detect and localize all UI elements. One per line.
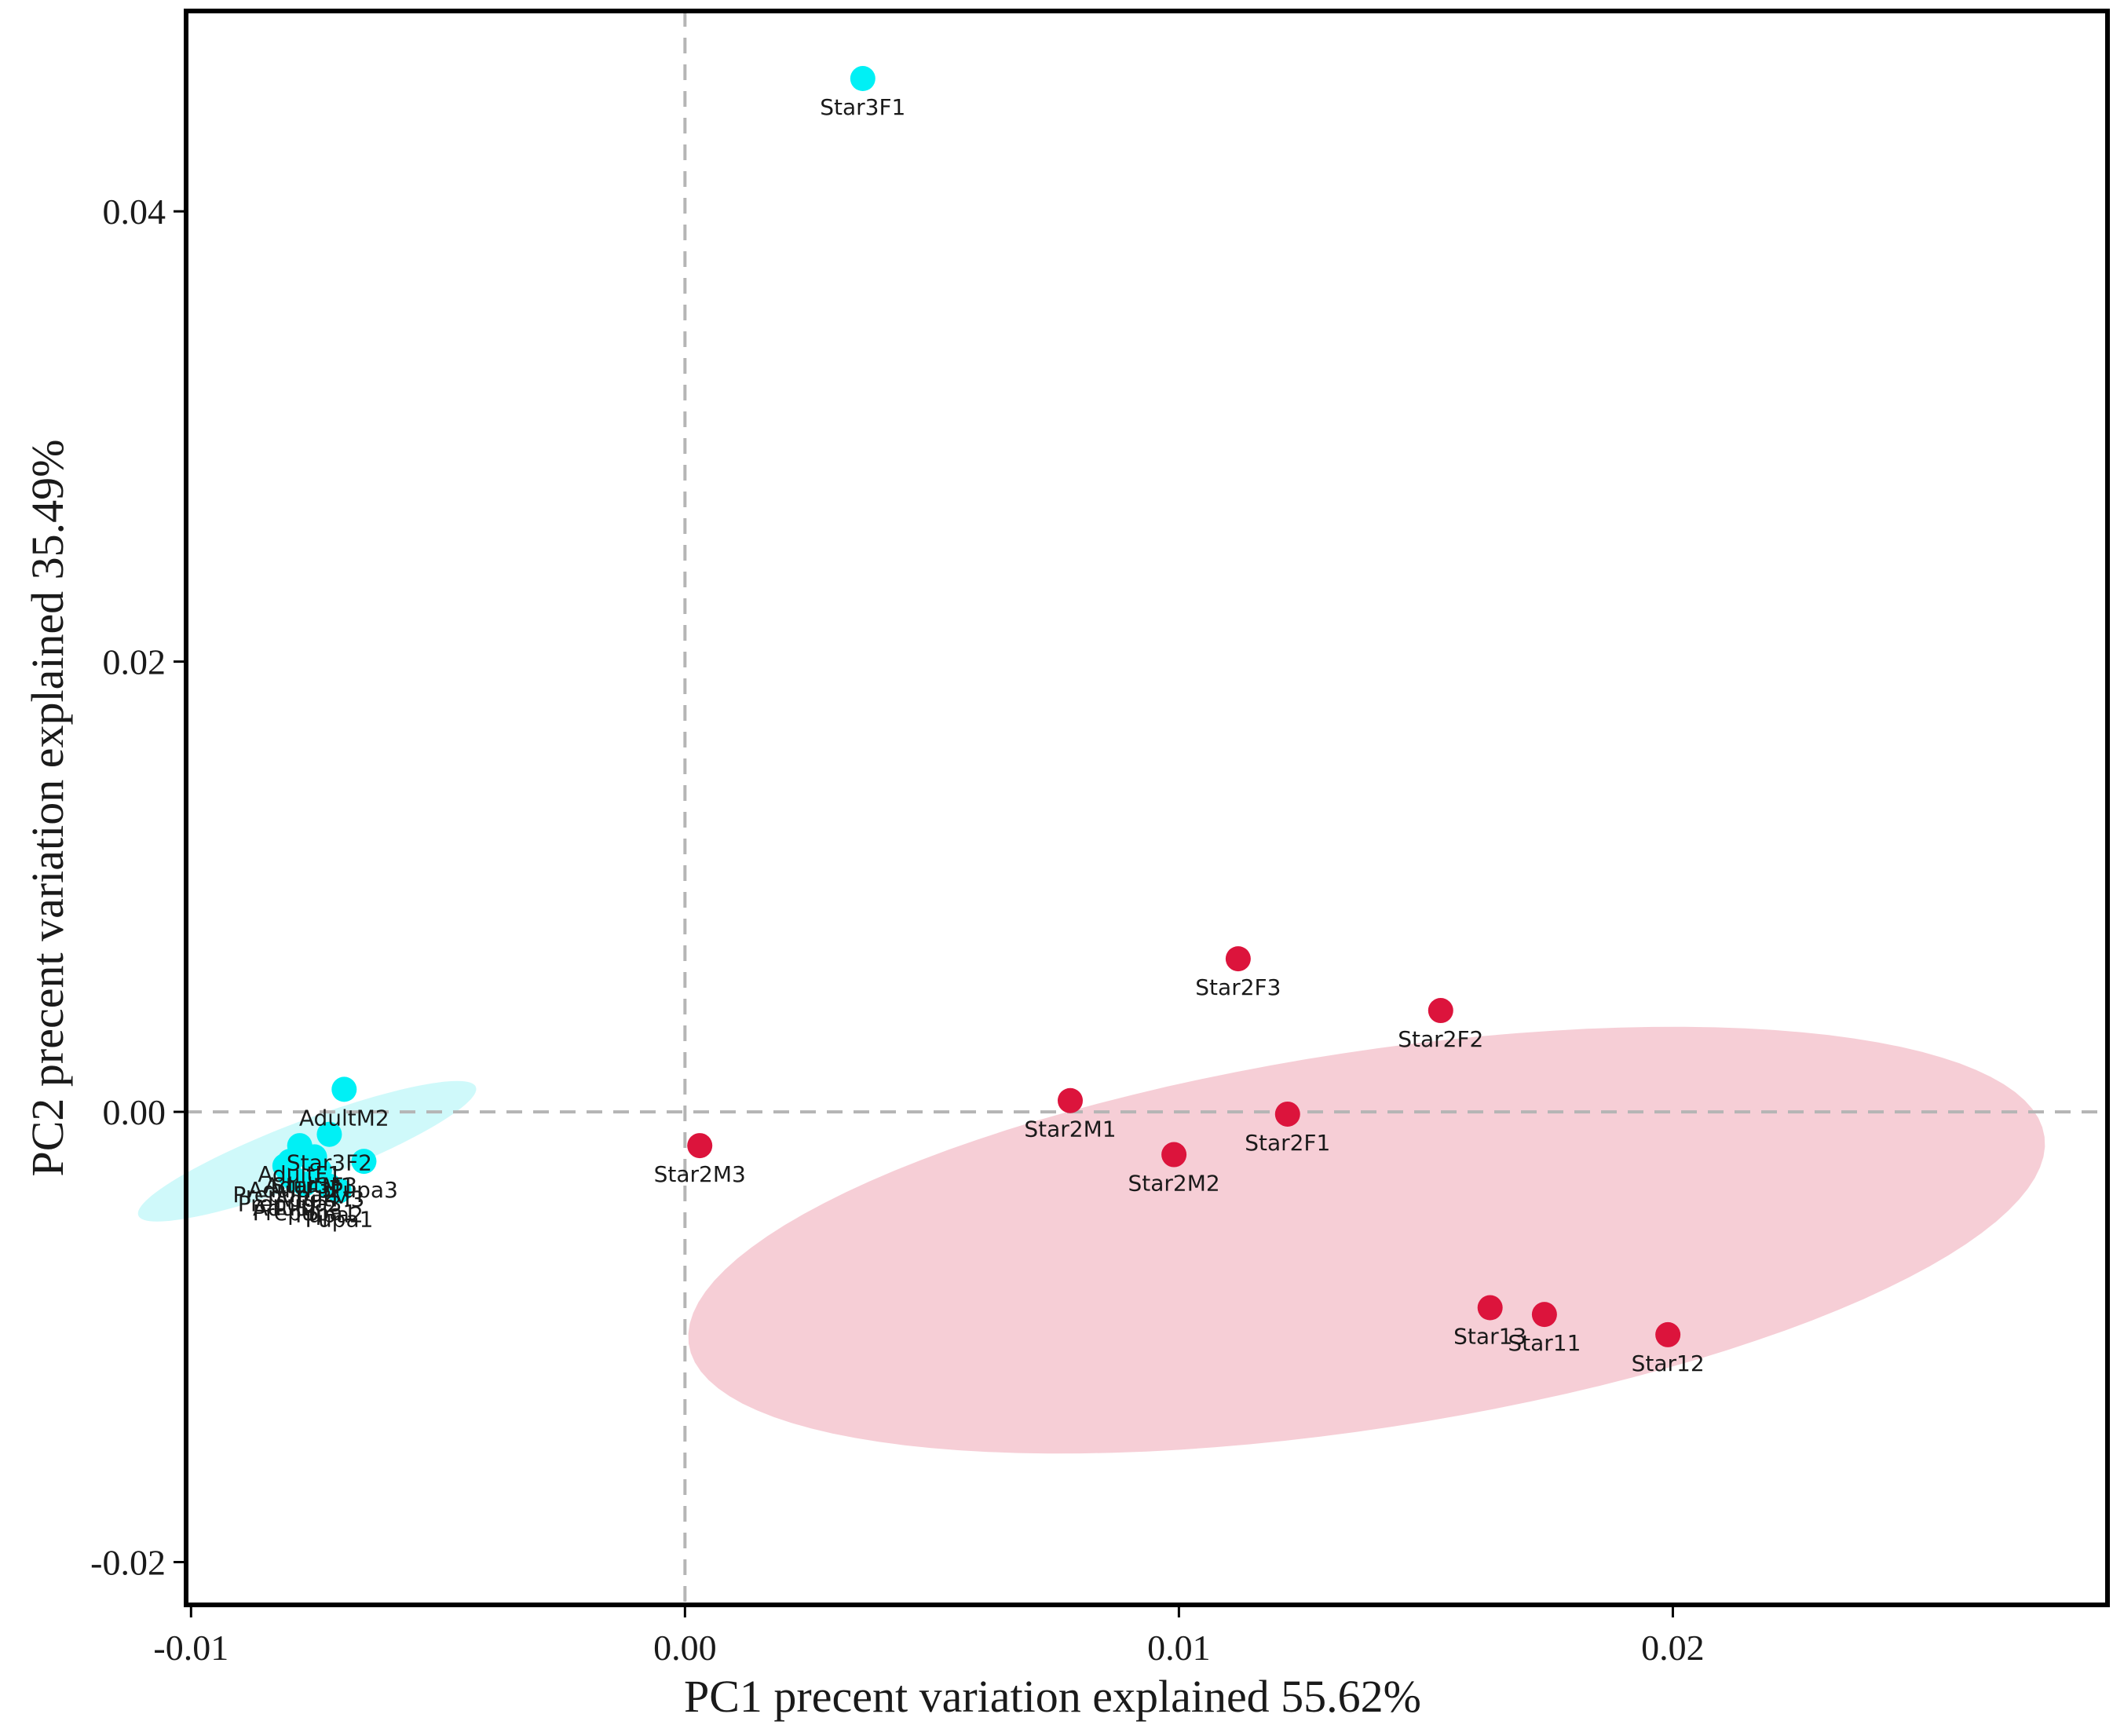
data-point-Star2M2 [1161,1142,1187,1168]
point-label-AdultM1: AdultM1 [265,1172,355,1198]
data-point-Star3F2 [316,1121,342,1147]
data-point-Pupa3 [351,1149,377,1175]
point-label-Star2F1: Star2F1 [1245,1130,1330,1156]
point-label-Star3F3: Star3F3 [272,1172,357,1198]
point-label-Star3F2: Star3F2 [287,1150,372,1176]
y-tick-label-1: 0.00 [103,1092,166,1132]
point-label-Star2F3: Star2F3 [1195,974,1281,1000]
point-label-Pupa3: Pupa3 [330,1177,398,1203]
data-point-Star2F2 [1428,998,1453,1024]
point-label-Star2M3: Star2M3 [654,1161,746,1187]
data-point-Star2M1 [1057,1087,1083,1113]
y-tick-label-2: 0.02 [103,642,166,682]
data-point-Star12 [1655,1321,1681,1347]
point-label-AdultM3: AdultM3 [274,1186,364,1212]
x-axis: -0.01 0.00 0.01 0.02 [153,1603,2108,1668]
data-point-Star2F3 [1225,946,1251,972]
data-point-Star13 [1477,1295,1503,1321]
point-label-Star2M2: Star2M2 [1128,1171,1219,1197]
point-label-AdultF1: AdultF1 [258,1161,342,1187]
y-axis: -0.02 0.00 0.02 0.04 [90,11,188,1605]
point-label-Pupa1: Pupa1 [305,1206,374,1232]
point-label-AdultM2: AdultM2 [299,1105,389,1131]
ellipse-1 [688,1026,2045,1454]
data-point-Star3F1 [850,66,876,92]
x-tick-label-3: 0.02 [1641,1628,1705,1668]
point-label-Star13: Star13 [1453,1324,1526,1350]
point-label-AdultF3: AdultF3 [248,1177,332,1203]
x-axis-title: PC1 precent variation explained 55.62% [684,1671,1421,1722]
point-label-Prepupa1: Prepupa1 [253,1200,357,1226]
data-point-Star2F1 [1274,1101,1300,1127]
point-label-Star12: Star12 [1632,1350,1705,1376]
y-axis-title: PC2 precent variation explained 35.49% [22,439,73,1176]
x-tick-label-0: -0.01 [153,1628,228,1668]
x-tick-label-1: 0.00 [653,1628,717,1668]
data-point-Star2M3 [687,1133,713,1159]
data-points [272,66,1681,1347]
point-label-Prepupa2: Prepupa2 [232,1182,337,1208]
y-tick-label-0: -0.02 [90,1543,166,1583]
point-label-Star2M1: Star2M1 [1024,1117,1116,1142]
point-label-Pupa2: Pupa2 [295,1202,364,1228]
data-point-AdultM2 [331,1076,357,1102]
point-label-Prepupa3: Prepupa3 [238,1190,342,1216]
x-tick-label-2: 0.01 [1147,1628,1211,1668]
data-point-Prepupa3 [277,1162,303,1188]
point-label-AdultF2: AdultF2 [253,1195,337,1221]
point-label-Star11: Star11 [1508,1330,1581,1356]
point-label-Star3F1: Star3F1 [820,94,905,120]
data-point-Star11 [1531,1302,1557,1328]
point-label-Star2F2: Star2F2 [1398,1026,1483,1052]
y-tick-label-3: 0.04 [103,192,166,232]
